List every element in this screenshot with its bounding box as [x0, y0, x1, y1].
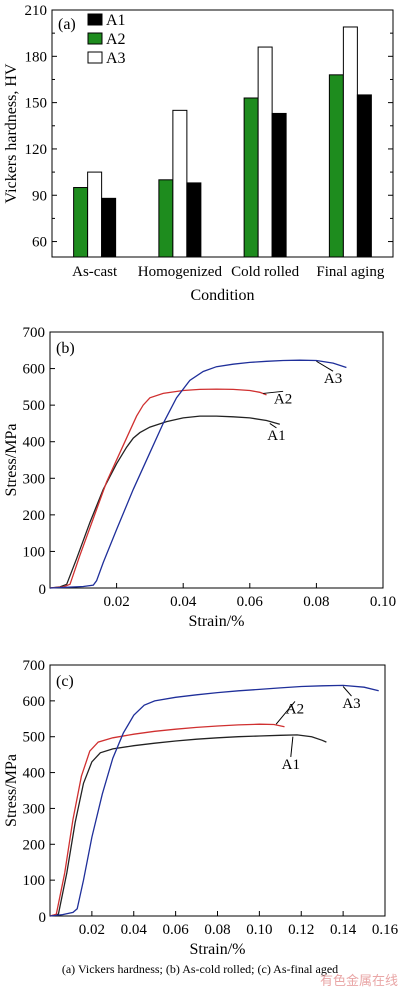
y-tick-label: 180 — [25, 49, 48, 65]
arrow-A2 — [275, 701, 296, 725]
x-tick-label: 0.16 — [372, 922, 399, 938]
stress-strain-chart-b: 100 200 300 400 500 600 700 0 0.02 0.04 0.06 0.08 0.… — [3, 325, 396, 630]
x-tick-label: 0.06 — [163, 922, 190, 938]
x-tick-label: 0.08 — [204, 922, 230, 938]
series-line-A1 — [49, 734, 327, 917]
x-tick-label: Final aging — [316, 264, 384, 280]
series-annotation: A3 — [342, 696, 360, 712]
y-tick-label: 400 — [23, 766, 46, 782]
series-annotation: A1 — [282, 757, 300, 773]
series-annotation: A1 — [267, 428, 285, 444]
legend-label: A3 — [106, 50, 126, 67]
bar-A1-0 — [101, 197, 117, 258]
bar-A2-2 — [243, 97, 259, 258]
y-axis-label: Stress/MPa — [3, 754, 20, 827]
x-tick-label: Cold rolled — [231, 264, 299, 280]
bar-A1-3 — [356, 94, 372, 258]
series-line-A1 — [49, 415, 280, 589]
watermark: 有色金属在线 — [319, 974, 398, 989]
series-line-A2 — [49, 388, 267, 589]
x-tick-label: 0.06 — [237, 594, 264, 610]
panel-label: (b) — [56, 340, 75, 357]
plot-frame — [51, 9, 394, 258]
legend-label: A2 — [106, 31, 126, 48]
x-tick-label: Homogenized — [138, 264, 223, 280]
series-annotation: A3 — [324, 371, 342, 387]
bar-A1-2 — [271, 112, 287, 258]
legend-swatch-A3 — [87, 51, 103, 64]
bar-A3-2 — [257, 46, 273, 258]
y-tick-label: 60 — [32, 235, 47, 251]
legend-swatch-A2 — [87, 32, 103, 45]
y-axis-label: Vickers hardness, HV — [3, 63, 20, 203]
x-axis-label: Condition — [190, 287, 254, 304]
bar-A3-3 — [342, 26, 358, 258]
series-line-A2 — [49, 723, 285, 917]
bar-A2-3 — [328, 74, 344, 258]
arrow-A2 — [263, 390, 284, 394]
x-tick-label: 0.08 — [303, 594, 329, 610]
y-tick-label: 300 — [23, 801, 46, 817]
bar-A3-1 — [172, 109, 188, 258]
y-tick-label: 600 — [23, 362, 46, 378]
y-tick-label: 600 — [23, 694, 46, 710]
stress-strain-chart-c: 100 200 300 400 500 600 700 0 0.02 0.04 0.06 0.08 0.… — [3, 658, 399, 958]
y-tick-label: 200 — [23, 837, 46, 853]
y-tick-label: 400 — [23, 435, 46, 451]
series-line-A3 — [49, 359, 347, 589]
legend-swatch-A1 — [87, 13, 103, 26]
x-tick-label: 0.04 — [170, 594, 197, 610]
bar-A3-0 — [87, 171, 103, 258]
y-tick-label: 300 — [23, 471, 46, 487]
figure-caption: (a) Vickers hardness; (b) As-cold rolled… — [61, 962, 339, 976]
panel-label: (c) — [56, 673, 74, 690]
panel-label: (a) — [58, 16, 76, 33]
y-axis-label: Stress/MPa — [3, 424, 20, 497]
series-annotation: A2 — [274, 391, 292, 407]
arrow-A3 — [342, 686, 352, 697]
hardness-bar-chart: 60 90 120 150 180 210 As-cast Homogenized Cold r… — [3, 3, 394, 304]
series-annotation: A2 — [286, 701, 304, 717]
y-tick-label: 120 — [25, 142, 48, 158]
x-tick-label: 0.10 — [246, 922, 272, 938]
y-tick-label: 150 — [25, 96, 48, 112]
x-tick-label: 0.10 — [370, 594, 396, 610]
legend-label: A1 — [106, 12, 126, 29]
series-line-A3 — [49, 684, 379, 917]
y-tick-label: 500 — [23, 730, 46, 746]
bar-A1-1 — [186, 182, 202, 258]
x-tick-label: 0.02 — [103, 594, 129, 610]
y-tick-label: 210 — [25, 3, 48, 19]
x-tick-label: 0.04 — [121, 922, 148, 938]
x-tick-label: 0.12 — [288, 922, 314, 938]
y-tick-label: 700 — [23, 658, 46, 674]
arrow-A1 — [290, 736, 294, 758]
x-tick-label: 0.02 — [79, 922, 105, 938]
x-axis-label: Strain/% — [189, 613, 245, 630]
y-tick-label: 100 — [23, 873, 46, 889]
x-tick-label: 0.14 — [330, 922, 357, 938]
plot-frame — [49, 331, 384, 589]
y-tick-label: 500 — [23, 398, 46, 414]
x-tick-label: As-cast — [72, 264, 118, 280]
bar-A2-1 — [158, 179, 174, 258]
plot-frame — [49, 664, 386, 917]
y-tick-label: 700 — [23, 325, 46, 341]
bar-A2-0 — [73, 187, 89, 258]
y-tick-label: 0 — [39, 582, 47, 598]
arrow-A3 — [316, 360, 334, 372]
arrow-A1 — [269, 423, 277, 429]
y-tick-label: 90 — [32, 188, 47, 204]
y-tick-label: 200 — [23, 508, 46, 524]
x-axis-label: Strain/% — [190, 941, 246, 958]
y-tick-label: 0 — [39, 910, 47, 926]
y-tick-label: 100 — [23, 544, 46, 560]
